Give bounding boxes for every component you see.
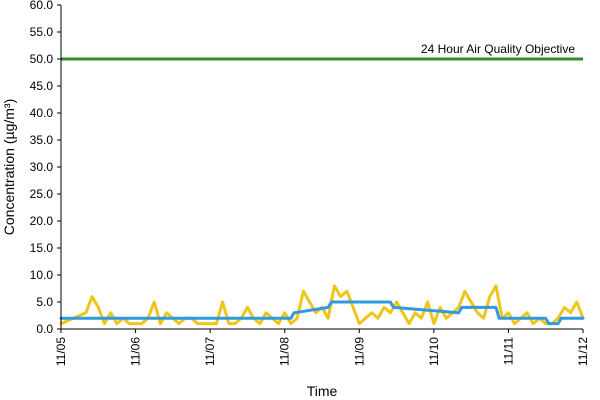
x-tick-label: 11/12 [576,337,590,366]
x-axis-title: Time [307,383,338,399]
x-tick-label: 11/10 [427,337,441,366]
y-tick-label: 10.0 [30,268,54,282]
x-tick-label: 11/06 [129,337,143,366]
objective-annotation: 24 Hour Air Quality Objective [421,42,575,56]
x-tick-label: 11/11 [501,337,515,366]
series-line-hourly [59,284,585,326]
x-tick-label: 11/09 [352,337,366,366]
y-tick-label: 60.0 [30,0,54,12]
y-tick-label: 5.0 [36,295,53,309]
y-axis-ticks: 0.0 5.0 10.0 15.0 20.0 25.0 30.0 35.0 40.0 45.0 50… [30,0,61,336]
x-tick-label: 11/07 [203,337,217,366]
y-tick-label: 45.0 [30,79,54,93]
y-tick-label: 50.0 [30,52,54,66]
y-tick-label: 35.0 [30,133,54,147]
y-axis-title: Concentration (µg/m³) [1,99,17,235]
y-tick-label: 30.0 [30,160,54,174]
y-tick-label: 15.0 [30,241,54,255]
x-tick-label: 11/05 [54,337,68,366]
x-tick-label: 11/08 [278,337,292,366]
y-tick-label: 25.0 [30,187,54,201]
y-tick-label: 55.0 [30,25,54,39]
x-axis-ticks: 11/05 11/06 11/07 11/08 11/09 11/10 11/11 11/12 [54,329,590,366]
y-tick-label: 0.0 [36,322,53,336]
y-tick-label: 40.0 [30,106,54,120]
y-tick-label: 20.0 [30,214,54,228]
plot-lines [59,57,585,326]
series-line-24h-average [59,300,585,326]
